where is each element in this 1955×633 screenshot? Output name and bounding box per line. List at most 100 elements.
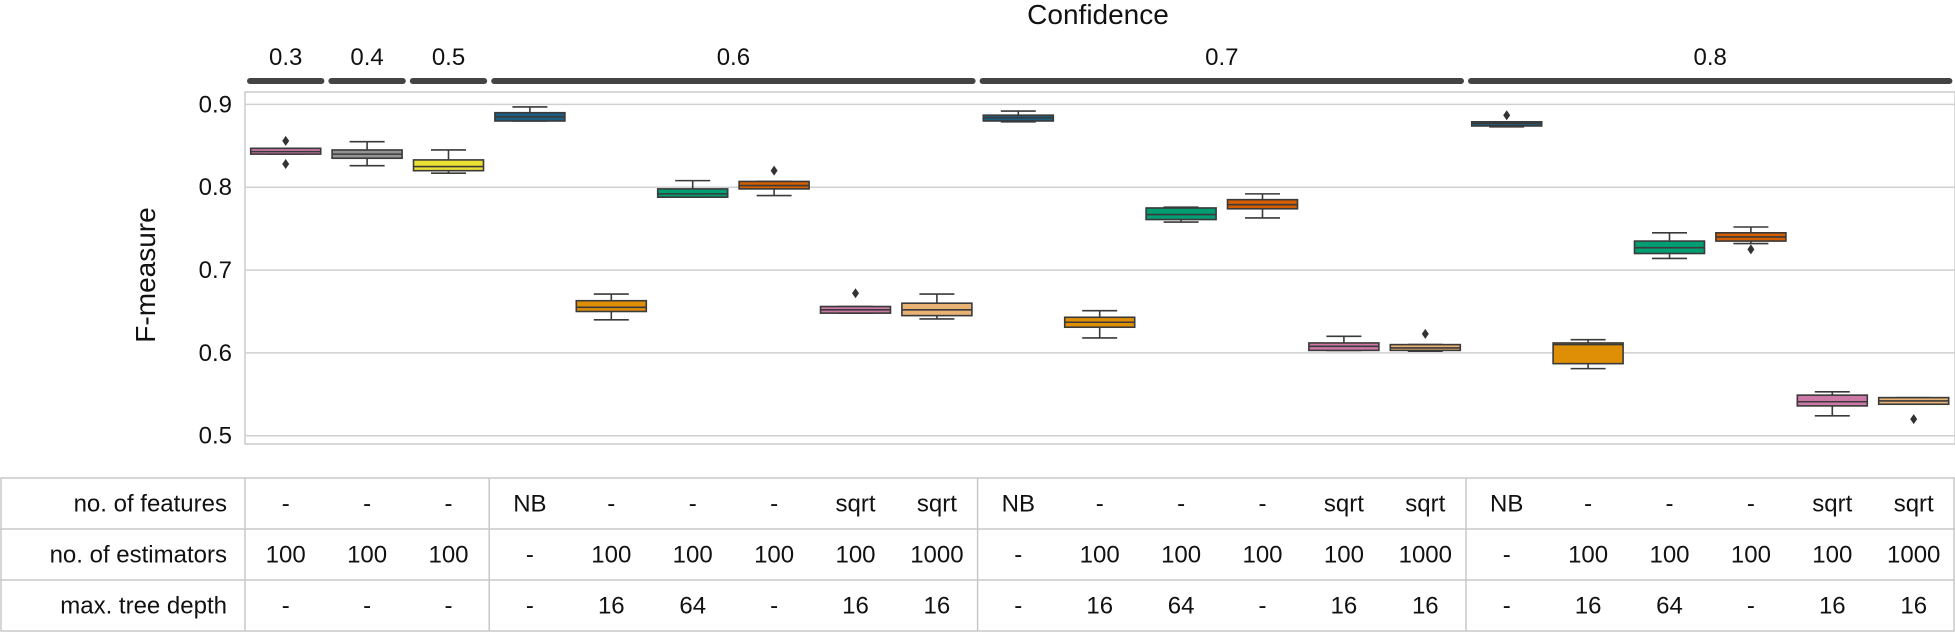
table-cell: 16	[598, 593, 625, 620]
table-cell: sqrt	[917, 491, 957, 518]
box-item	[1226, 193, 1299, 219]
group-label: 0.6	[717, 44, 750, 71]
parameter-table-text: no. of features - - - NB - - - sqrt sqrt NB - - - sqrt…	[50, 491, 1941, 620]
outlier-point	[1910, 414, 1918, 425]
table-cell: -	[445, 491, 453, 518]
box-body	[656, 188, 729, 198]
table-cell: sqrt	[1894, 491, 1934, 518]
table-cell: -	[1584, 491, 1592, 518]
table-cell: 100	[266, 542, 306, 569]
table-cell: 100	[1242, 542, 1282, 569]
table-cell: -	[689, 491, 697, 518]
box-item	[982, 110, 1055, 123]
table-cell: 100	[1731, 542, 1771, 569]
table-cell: 16	[1331, 593, 1358, 620]
box-item	[1389, 328, 1462, 353]
box-item	[249, 135, 322, 170]
table-cell: 64	[1656, 593, 1683, 620]
outlier-point	[770, 165, 778, 176]
table-cell: 100	[1649, 542, 1689, 569]
table-cell: 100	[1324, 542, 1364, 569]
table-cell: 1000	[1887, 542, 1940, 569]
table-cell: 16	[842, 593, 869, 620]
y-tick-label: 0.5	[199, 423, 232, 450]
box-item	[1063, 309, 1136, 339]
box-item	[1715, 226, 1787, 255]
table-cell: 16	[924, 593, 951, 620]
box-body	[1145, 207, 1217, 221]
outlier-point	[1747, 244, 1755, 255]
table-cell: 64	[1168, 593, 1195, 620]
table-cell: -	[770, 491, 778, 518]
y-tick-label: 0.6	[199, 340, 232, 367]
table-cell: 100	[1812, 542, 1852, 569]
box-item	[1633, 232, 1706, 260]
table-cell: -	[1014, 542, 1022, 569]
box-item	[1308, 335, 1380, 352]
box-item	[656, 179, 729, 198]
box-body	[1796, 394, 1869, 407]
table-row-label: max. tree depth	[60, 593, 227, 620]
table-cell: -	[526, 593, 534, 620]
box-item	[412, 149, 485, 174]
table-cell: 16	[1819, 593, 1846, 620]
table-cell: -	[1666, 491, 1674, 518]
table-cell: NB	[1490, 491, 1523, 518]
table-cell: 16	[1412, 593, 1439, 620]
confidence-group-headers: 0.3 0.4 0.5 0.6 0.7 0.8	[247, 44, 1953, 84]
box-item	[901, 293, 973, 320]
table-cell: 64	[679, 593, 706, 620]
box-series	[249, 106, 1950, 425]
table-cell: 100	[835, 542, 875, 569]
table-cell: sqrt	[835, 491, 875, 518]
table-cell: NB	[513, 491, 546, 518]
table-cell: 16	[1575, 593, 1602, 620]
table-cell: 100	[1080, 542, 1120, 569]
table-cell: -	[1259, 491, 1267, 518]
y-tick-label: 0.8	[199, 174, 232, 201]
box-body	[575, 299, 648, 313]
table-cell: 100	[1568, 542, 1608, 569]
table-cell: sqrt	[1324, 491, 1364, 518]
outlier-point	[282, 159, 290, 170]
table-cell: -	[1747, 593, 1755, 620]
table-row-label: no. of estimators	[50, 542, 227, 569]
table-cell: 1000	[1399, 542, 1452, 569]
table-cell: -	[282, 491, 290, 518]
table-cell: -	[770, 593, 778, 620]
table-cell: sqrt	[1812, 491, 1852, 518]
outlier-point	[1421, 328, 1429, 339]
table-cell: 100	[591, 542, 631, 569]
table-cell: 100	[1161, 542, 1201, 569]
box-item	[1877, 396, 1950, 425]
outlier-point	[852, 288, 859, 299]
box-item	[1552, 338, 1624, 370]
chart-title: Confidence	[1027, 0, 1169, 30]
group-label: 0.4	[350, 44, 383, 71]
box-item	[575, 293, 648, 321]
y-tick-label: 0.9	[199, 91, 232, 118]
table-cell: 16	[1900, 593, 1927, 620]
grid-lines	[245, 103, 1955, 437]
table-cell: -	[526, 542, 534, 569]
table-row-label: no. of features	[74, 491, 227, 518]
table-cell: sqrt	[1405, 491, 1445, 518]
box-item	[1470, 110, 1543, 128]
box-item	[331, 140, 403, 167]
box-body	[412, 159, 485, 172]
group-label: 0.5	[432, 44, 465, 71]
group-label: 0.8	[1694, 44, 1727, 71]
table-cell: -	[1503, 593, 1511, 620]
box-item	[1796, 391, 1869, 417]
table-cell: -	[363, 593, 371, 620]
table-cell: -	[1096, 491, 1104, 518]
group-label: 0.3	[269, 44, 302, 71]
table-cell: 100	[347, 542, 387, 569]
table-cell: -	[1747, 491, 1755, 518]
table-cell: 100	[428, 542, 468, 569]
box-item	[494, 106, 566, 122]
table-cell: -	[1503, 542, 1511, 569]
table-cell: -	[445, 593, 453, 620]
table-cell: 100	[673, 542, 713, 569]
